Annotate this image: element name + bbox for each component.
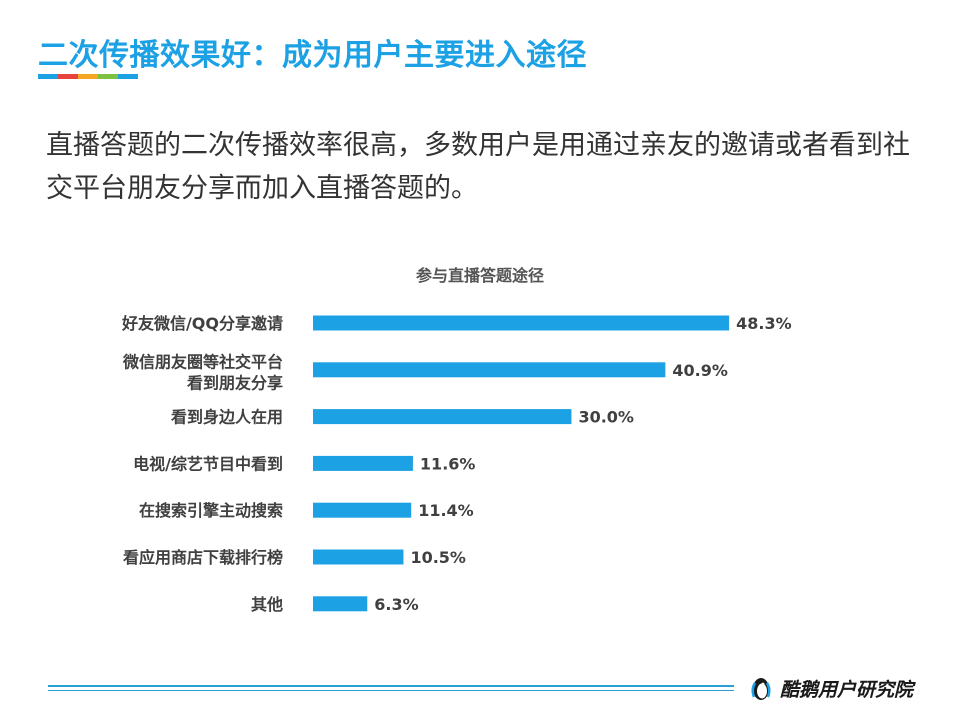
footer-line xyxy=(48,685,734,687)
bar xyxy=(313,596,368,612)
bar xyxy=(313,362,666,378)
data-label: 48.3% xyxy=(736,314,792,333)
body-text: 直播答题的二次传播效率很高，多数用户是用通过亲友的邀请或者看到社交平台朋友分享而… xyxy=(46,130,910,204)
footer-line-thin xyxy=(48,690,734,691)
category-label: 看应用商店下载排行榜 xyxy=(122,548,283,567)
data-label: 11.4% xyxy=(418,501,474,520)
category-label: 在搜索引擎主动搜索 xyxy=(139,501,283,520)
underline-segment xyxy=(58,74,78,79)
brand-name: 酷鹅用户研究院 xyxy=(780,679,914,701)
data-label: 6.3% xyxy=(374,595,418,614)
data-label: 11.6% xyxy=(420,454,476,473)
penguin-logo-icon xyxy=(751,678,771,700)
bar xyxy=(313,315,730,331)
underline-segment xyxy=(98,74,118,79)
category-label: 微信朋友圈等社交平台 xyxy=(122,352,283,371)
bar xyxy=(313,409,572,425)
category-label: 电视/综艺节目中看到 xyxy=(133,454,283,473)
data-label: 10.5% xyxy=(410,548,466,567)
chart-title: 参与直播答题途径 xyxy=(415,266,544,285)
bar xyxy=(313,502,412,518)
category-label: 看到身边人在用 xyxy=(170,408,283,427)
category-label: 其他 xyxy=(251,595,283,614)
data-label: 30.0% xyxy=(578,408,634,427)
underline-segment xyxy=(118,74,138,79)
page-title: 二次传播效果好：成为用户主要进入途径 xyxy=(38,38,587,73)
bar xyxy=(313,455,413,471)
underline-segment xyxy=(78,74,98,79)
bar xyxy=(313,549,404,565)
category-label: 看到朋友分享 xyxy=(186,373,283,392)
underline-segment xyxy=(38,74,58,79)
data-label: 40.9% xyxy=(672,361,728,380)
title-underline xyxy=(38,74,138,79)
category-label: 好友微信/QQ分享邀请 xyxy=(121,314,283,333)
